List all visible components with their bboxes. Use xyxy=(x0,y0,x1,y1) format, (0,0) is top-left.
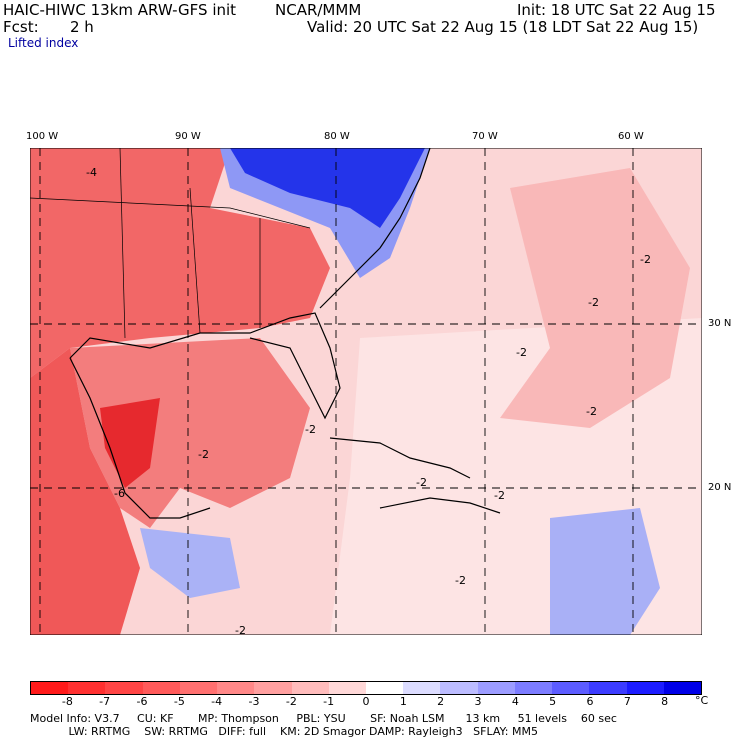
colorbar-tick-label: 4 xyxy=(511,695,519,708)
contour-label: -2 xyxy=(586,405,597,418)
colorbar-tick-label: 6 xyxy=(586,695,594,708)
colorbar-tick-label: 1 xyxy=(399,695,407,708)
colorbar-tick-label: 0 xyxy=(362,695,370,708)
lon-label-60w: 60 W xyxy=(618,131,644,142)
colorbar-tick-label: -3 xyxy=(248,695,260,708)
contour-label: -2 xyxy=(516,346,527,359)
colorbar-swatch xyxy=(440,682,478,694)
colorbar-tick-label: -1 xyxy=(323,695,335,708)
central-america-stable xyxy=(140,528,240,598)
model-info-line2: LW: RRTMG SW: RRTMG DIFF: full KM: 2D Sm… xyxy=(30,725,538,738)
colorbar-swatch xyxy=(68,682,106,694)
contour-label: -2 xyxy=(640,253,651,266)
colorbar-swatch xyxy=(403,682,441,694)
colorbar-tick-label: 5 xyxy=(549,695,557,708)
colorbar-swatch xyxy=(31,682,69,694)
contour-label: -6 xyxy=(114,487,125,500)
model-title: HAIC-HIWC 13km ARW-GFS init xyxy=(3,1,237,19)
contour-label: -2 xyxy=(494,489,505,502)
contour-label: -4 xyxy=(86,166,97,179)
colorbar-swatch xyxy=(626,682,664,694)
colorbar-tick-label: 8 xyxy=(661,695,669,708)
field-name: Lifted index xyxy=(8,36,79,50)
colorbar-tick-label: -6 xyxy=(136,695,148,708)
init-time: Init: 18 UTC Sat 22 Aug 15 xyxy=(517,1,716,19)
colorbar-tick-label: -7 xyxy=(99,695,111,708)
mexico-unstable xyxy=(30,348,140,635)
contour-label: -2 xyxy=(198,448,209,461)
lon-label-70w: 70 W xyxy=(472,131,498,142)
model-info-line1: Model Info: V3.7 CU: KF MP: Thompson PBL… xyxy=(30,712,617,725)
us-land-unstable xyxy=(30,148,330,378)
colorbar-unit: °C xyxy=(695,694,709,707)
state-borders xyxy=(30,148,311,339)
texas-core-unstable xyxy=(100,398,160,488)
lon-label-90w: 90 W xyxy=(175,131,201,142)
atlantic-ridge xyxy=(500,168,690,428)
colorbar-swatch xyxy=(514,682,553,694)
contour-label: -2 xyxy=(455,574,466,587)
colorbar-tick-label: 3 xyxy=(474,695,482,708)
graticule xyxy=(30,148,702,635)
colorbar-tick-label: -8 xyxy=(61,695,73,708)
lifted-index-map xyxy=(30,148,702,635)
contour-label: -2 xyxy=(416,476,427,489)
lat-label-20n: 20 N xyxy=(708,482,732,493)
coastlines xyxy=(69,148,501,519)
caribbean-stable xyxy=(550,508,660,635)
colorbar-swatch xyxy=(105,682,143,694)
northeast-very-stable xyxy=(230,148,425,228)
contour-label: -2 xyxy=(305,423,316,436)
colorbar-swatch xyxy=(142,682,180,694)
forecast-hour: 2 h xyxy=(70,18,94,36)
colorbar-swatch xyxy=(663,682,701,694)
colorbar-tick-label: -4 xyxy=(211,695,223,708)
colorbar-tick-label: 2 xyxy=(437,695,445,708)
colorbar-swatch xyxy=(328,682,366,694)
colorbar-swatch xyxy=(477,682,515,694)
colorbar xyxy=(30,681,702,695)
colorbar-swatch xyxy=(179,682,218,694)
lon-label-80w: 80 W xyxy=(324,131,350,142)
valid-time: Valid: 20 UTC Sat 22 Aug 15 (18 LDT Sat … xyxy=(307,18,699,36)
contour-label: -2 xyxy=(235,624,246,637)
colorbar-swatch xyxy=(291,682,329,694)
contour-label: -2 xyxy=(588,296,599,309)
colorbar-swatch xyxy=(552,682,590,694)
org-label: NCAR/MMM xyxy=(275,1,362,19)
colorbar-tick-label: -2 xyxy=(285,695,297,708)
colorbar-swatch xyxy=(217,682,255,694)
colorbar-tick-label: 7 xyxy=(623,695,631,708)
colorbar-swatch xyxy=(365,682,404,694)
lat-label-30n: 30 N xyxy=(708,318,732,329)
colorbar-swatch xyxy=(589,682,627,694)
colorbar-tick-label: -5 xyxy=(173,695,185,708)
colorbar-swatch xyxy=(254,682,292,694)
forecast-label: Fcst: xyxy=(3,18,39,36)
lon-label-100w: 100 W xyxy=(26,131,59,142)
